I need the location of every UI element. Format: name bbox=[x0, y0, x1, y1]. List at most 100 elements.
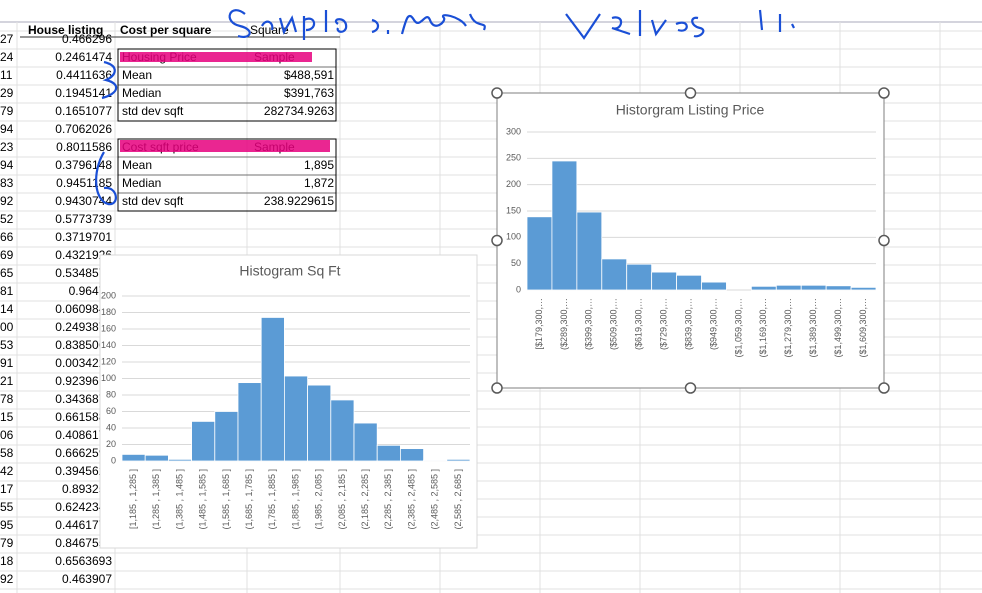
x-tick-label: ($289,300,… bbox=[559, 298, 569, 350]
bar bbox=[651, 271, 677, 291]
bar bbox=[526, 216, 553, 291]
row-number: 42 bbox=[0, 464, 14, 478]
row-number: 21 bbox=[0, 374, 14, 388]
x-tick-label: (1,485 , 1,585 ] bbox=[198, 469, 208, 530]
bar bbox=[399, 448, 424, 462]
table-value: $488,591 bbox=[284, 68, 334, 82]
x-tick-label: (1,585 , 1,685 ] bbox=[221, 469, 231, 530]
selection-handle bbox=[878, 234, 890, 247]
y-tick-label: 250 bbox=[506, 153, 521, 163]
ink-stroke bbox=[565, 9, 795, 40]
y-tick-label: 0 bbox=[516, 284, 521, 294]
bar bbox=[167, 458, 192, 462]
row-number: 79 bbox=[0, 536, 14, 550]
row-number: 15 bbox=[0, 410, 14, 424]
cell: 0.1651077 bbox=[55, 104, 112, 118]
row-number: 66 bbox=[0, 230, 14, 244]
ink-stroke bbox=[101, 60, 118, 100]
bar bbox=[144, 454, 169, 462]
selection-handle bbox=[684, 382, 697, 394]
x-tick-label: (2,085 , 2,185 ] bbox=[337, 469, 347, 530]
column-header: House listing bbox=[28, 23, 103, 37]
cell: 0.8385068 bbox=[55, 338, 112, 352]
row-number: 53 bbox=[0, 338, 14, 352]
cell: 0.5348578 bbox=[55, 266, 112, 280]
row-number: 24 bbox=[0, 50, 14, 64]
x-tick-label: ($1,169,300,… bbox=[758, 298, 768, 358]
x-tick-label: (2,185 , 2,285 ] bbox=[360, 469, 370, 530]
bar bbox=[191, 420, 216, 462]
column-header: Cost per square bbox=[120, 23, 212, 37]
chart: Historgram Listing Price 0 50 100 150 200 250 3… bbox=[491, 87, 890, 394]
bar bbox=[850, 286, 877, 291]
y-tick-label: 60 bbox=[106, 406, 116, 416]
table-label: std dev sqft bbox=[122, 104, 184, 118]
y-tick-label: 200 bbox=[101, 290, 116, 300]
cell: 0.8467554 bbox=[55, 536, 112, 550]
ink-stroke bbox=[228, 9, 251, 38]
x-tick-label: (1,785 , 1,885 ] bbox=[267, 469, 277, 530]
x-tick-label: ($509,300,… bbox=[609, 298, 619, 350]
row-number: 91 bbox=[0, 356, 14, 370]
y-tick-label: 300 bbox=[506, 126, 521, 136]
y-tick-label: 200 bbox=[506, 179, 521, 189]
selection-handle bbox=[491, 382, 503, 394]
row-number: 95 bbox=[0, 518, 14, 532]
x-tick-label: ($1,499,300,… bbox=[833, 298, 843, 358]
x-tick-label: (2,285 , 2,385 ] bbox=[383, 469, 393, 530]
bar bbox=[353, 422, 378, 462]
highlight bbox=[120, 140, 330, 152]
bar bbox=[750, 285, 777, 291]
row-number: 06 bbox=[0, 428, 14, 442]
bar bbox=[423, 459, 448, 462]
bar bbox=[775, 284, 802, 291]
y-tick-label: 120 bbox=[101, 356, 116, 366]
y-tick-label: 100 bbox=[101, 373, 116, 383]
x-tick-label: ($949,300,… bbox=[708, 298, 718, 350]
y-tick-label: 180 bbox=[101, 307, 116, 317]
x-tick-label: (1,285 , 1,385 ] bbox=[151, 469, 161, 530]
row-number: 17 bbox=[0, 482, 14, 496]
selection-handle bbox=[878, 382, 890, 394]
bar bbox=[446, 458, 471, 462]
cell: 0.9430744 bbox=[55, 194, 112, 208]
cell: 0.2461474 bbox=[55, 50, 112, 64]
cell: 0.1945141 bbox=[55, 86, 112, 100]
bar bbox=[307, 384, 332, 462]
cell: 0.3436876 bbox=[55, 392, 112, 406]
x-tick-label: (2,385 , 2,485 ] bbox=[406, 469, 416, 530]
x-tick-label: ($1,279,300,… bbox=[783, 298, 793, 358]
row-number: 14 bbox=[0, 302, 14, 316]
y-tick-label: 150 bbox=[506, 205, 521, 215]
x-tick-label: (1,385 , 1,485 ] bbox=[174, 469, 184, 530]
x-tick-label: ($839,300,… bbox=[683, 298, 693, 350]
table-value: 238.9229615 bbox=[264, 194, 334, 208]
x-tick-label: ($1,389,300,… bbox=[808, 298, 818, 358]
x-tick-label: [$179,300,… bbox=[534, 298, 544, 350]
bar bbox=[576, 211, 603, 291]
highlight bbox=[120, 52, 312, 62]
cell: 0.9451185 bbox=[56, 176, 112, 190]
cell: 0.463907 bbox=[62, 572, 112, 586]
chart: Histogram Sq Ft 0 20 40 60 80 100 120 140 160 180 2… bbox=[99, 254, 478, 549]
table-value: 1,872 bbox=[304, 176, 334, 190]
table-value: 1,895 bbox=[304, 158, 334, 172]
row-number: 27 bbox=[0, 32, 14, 46]
y-tick-label: 50 bbox=[511, 258, 521, 268]
cell: 0.3719701 bbox=[55, 230, 112, 244]
row-number: 18 bbox=[0, 554, 14, 568]
table-value: $391,763 bbox=[284, 86, 334, 100]
table-value: 282734.9263 bbox=[264, 104, 334, 118]
bar bbox=[551, 160, 578, 291]
x-tick-label: ($1,059,300,… bbox=[733, 298, 743, 358]
row-number: 81 bbox=[0, 284, 14, 298]
row-number: 92 bbox=[0, 194, 14, 208]
cell: 0.6242347 bbox=[55, 500, 112, 514]
cell: 0.6662594 bbox=[55, 446, 112, 460]
x-tick-label: (1,685 , 1,785 ] bbox=[244, 469, 254, 530]
header-band bbox=[0, 0, 982, 22]
bar bbox=[330, 399, 355, 462]
x-tick-label: ($1,609,300,… bbox=[858, 298, 868, 358]
ink-stroke bbox=[95, 151, 117, 206]
